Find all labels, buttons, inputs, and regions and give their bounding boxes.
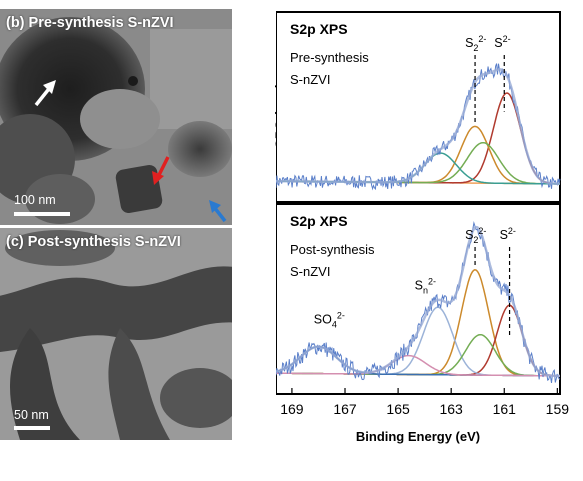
tem-post-label: (c) Post-synthesis S-nZVI	[6, 234, 181, 250]
peak-label: SO42-	[314, 310, 345, 329]
scale-bar-label-pre: 100 nm	[14, 193, 56, 207]
x-axis-label: Binding Energy (eV)	[356, 429, 480, 444]
x-tick-label: 159	[546, 401, 570, 417]
x-tick-label: 161	[493, 401, 517, 417]
chart-title: S2p XPS	[290, 21, 348, 37]
envelope-line	[276, 225, 560, 378]
peak-label: S2-	[494, 34, 510, 50]
x-tick-label: 169	[280, 401, 304, 417]
chart-title: S2p XPS	[290, 213, 348, 229]
peak-label: Sn2-	[415, 277, 436, 296]
component-pink	[276, 354, 560, 377]
peak-label: S22-	[465, 34, 486, 53]
tem-image-post-synthesis: (c) Post-synthesis S-nZVI 50 nm	[0, 228, 232, 440]
xps-figure: S2p XPS Pre-synthesis S-nZVI S22- S2- S2p XP…	[276, 11, 570, 444]
scale-bar-pre	[14, 212, 70, 216]
x-tick-label: 167	[333, 401, 357, 417]
x-tick-label: 163	[439, 401, 463, 417]
chart-subtitle: S-nZVI	[290, 264, 330, 279]
tem-image-pre-synthesis: (b) Pre-synthesis S-nZVI 100 nm	[0, 9, 232, 225]
x-tick-label: 165	[386, 401, 410, 417]
envelope-line	[276, 68, 561, 186]
xps-chart-post: S2p XPS Post-synthesis S-nZVI S22- S2- Sn2- SO…	[276, 203, 570, 444]
tem-pre-label: (b) Pre-synthesis S-nZVI	[6, 15, 174, 31]
chart-subtitle: Pre-synthesis	[290, 50, 369, 65]
raw-spectrum-line	[276, 221, 561, 383]
peak-label: S2-	[500, 226, 516, 242]
xps-chart-pre: S2p XPS Pre-synthesis S-nZVI S22- S2-	[276, 11, 561, 203]
chart-frame	[276, 203, 561, 395]
scale-bar-label-post: 50 nm	[14, 408, 49, 422]
tem-micrograph-post	[0, 228, 232, 440]
chart-subtitle: S-nZVI	[290, 72, 330, 87]
chart-subtitle: Post-synthesis	[290, 242, 375, 257]
tem-micrograph-pre	[0, 9, 232, 225]
peak-label: S22-	[465, 226, 486, 245]
scale-bar-post	[14, 426, 50, 430]
raw-spectrum-line	[276, 63, 561, 191]
